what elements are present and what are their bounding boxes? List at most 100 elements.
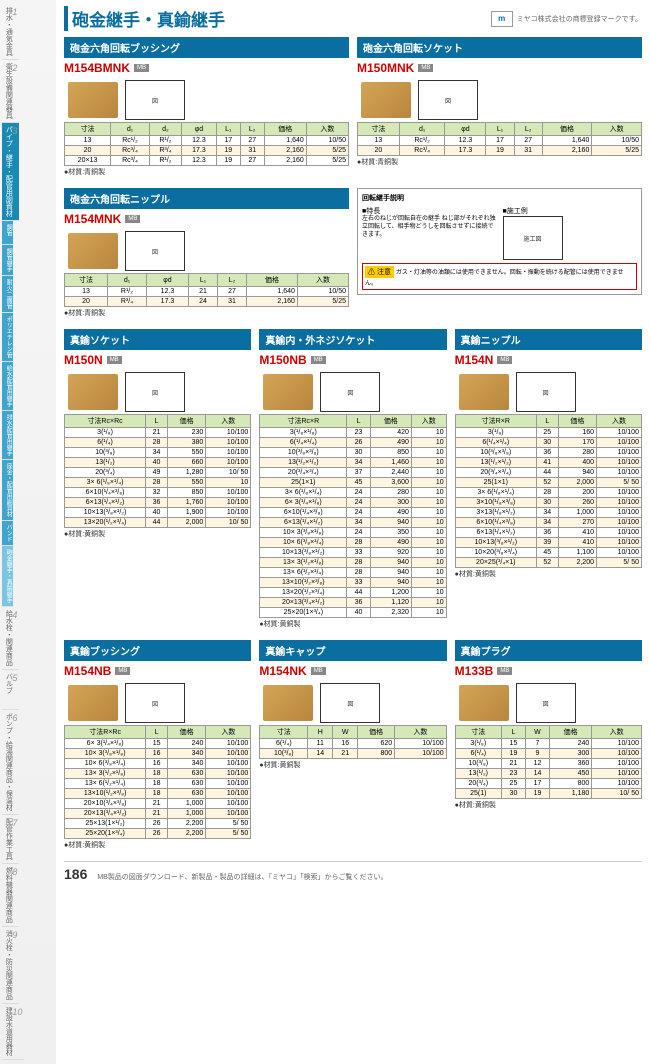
table-cell: 20	[358, 146, 400, 156]
model-number: M154MNK	[64, 212, 121, 226]
table-row: 6(¹/₄)19930010/100	[455, 749, 641, 759]
sidebar-item[interactable]: 5バルブ	[2, 670, 19, 710]
table-cell: 10/ 50	[206, 518, 251, 528]
table-header: L₁	[189, 274, 218, 287]
product-m154n: 真鍮ニップルM154NMB図寸法R×RL価格入数3(¹/₈)2516010/10…	[455, 329, 642, 630]
table-cell: 28	[146, 438, 168, 448]
table-cell: 10/100	[597, 488, 642, 498]
table-cell: 36	[536, 528, 558, 538]
logo-area: m ミヤコ株式会社の商標登録マークです。	[491, 11, 642, 27]
table-header: 価格	[264, 123, 306, 136]
table-cell: 21	[146, 809, 168, 819]
table-cell: 10/100	[597, 428, 642, 438]
table-cell: 1,640	[542, 136, 592, 146]
table-cell: 2,000	[558, 478, 596, 488]
table-cell: 20×13(³/₄×¹/₂)	[260, 598, 347, 608]
table-row: 13×10(¹/₂×³/₈)3394010	[260, 578, 446, 588]
sidebar-sub-item[interactable]: 排水配管用継手	[2, 411, 13, 460]
sidebar-sub-item[interactable]: 耐火二層管	[2, 276, 13, 313]
table-cell: 34	[347, 458, 370, 468]
table-row: 13×20(¹/₂×³/₄)441,20010	[260, 588, 446, 598]
table-cell: R³/₄	[108, 297, 147, 307]
sidebar-item[interactable]: 6ポンプ・給湯関連商品・保温材	[2, 710, 19, 815]
table-cell: 20(³/₄×³/₄)	[260, 468, 347, 478]
table-cell: 12	[525, 759, 549, 769]
table-cell: 16	[146, 759, 168, 769]
sidebar-item[interactable]: 3パイプ・継手・配管用副資材	[2, 123, 19, 221]
sidebar-item[interactable]: 9消火栓・防災関連商品	[2, 927, 19, 1004]
table-cell: 630	[168, 779, 206, 789]
spec-table: 寸法d₁φdL₁L₂価格入数13R¹/₂12.321271,64010/5020…	[64, 273, 349, 307]
table-header: 価格	[558, 415, 596, 428]
sidebar-sub-item[interactable]: 座金・配管用副資材	[2, 460, 13, 521]
table-row: 20(³/₄)491,28010/ 50	[65, 468, 251, 478]
table-row: 6×13(¹/₄×¹/₂)3641010/100	[455, 528, 641, 538]
table-header: W	[525, 726, 549, 739]
product-image	[68, 82, 118, 118]
sidebar-sub-item[interactable]: 鋼管継手	[2, 245, 13, 276]
table-cell: 10(³/₈×³/₈)	[260, 448, 347, 458]
table-cell: 24	[347, 488, 370, 498]
table-cell: 20(³/₄×³/₄)	[455, 468, 536, 478]
table-header: L₁	[216, 123, 240, 136]
info-box: 回転継手説明 ■特長 左右のねじが回転自在の継手 ねじ部がそれぞれ独立回転して、…	[357, 188, 642, 319]
table-cell: 5/25	[306, 146, 348, 156]
sidebar-sub-item[interactable]: 鋼管	[2, 221, 13, 245]
table-cell: 10	[411, 588, 446, 598]
model-number: M154N	[455, 353, 494, 367]
sidebar-sub-item[interactable]: ポリエチレン管	[2, 313, 13, 362]
table-row: 3×13(¹/₈×¹/₂)341,00010/100	[455, 508, 641, 518]
table-cell: 10(³/₈)	[455, 759, 501, 769]
table-cell: 10/100	[592, 739, 642, 749]
table-cell: 1,640	[264, 136, 306, 146]
table-cell: 25(1×1)	[260, 478, 347, 488]
sidebar-item[interactable]: 7配管作業工具	[2, 815, 19, 864]
table-cell: 24	[347, 498, 370, 508]
sidebar-item[interactable]: 4給水栓・関連商品	[2, 607, 19, 670]
product-m133b: 真鍮プラグM133BMB図寸法LW価格入数3(¹/₈)15724010/1006…	[455, 640, 642, 851]
section-title: 真鍮ソケット	[64, 329, 251, 350]
table-cell: 2,160	[542, 146, 592, 156]
material-note: ●材質:青銅製	[64, 307, 349, 319]
table-cell: 410	[558, 538, 596, 548]
sidebar-sub-item[interactable]: バンド	[2, 521, 13, 546]
table-cell: 33	[347, 548, 370, 558]
table-cell: 2,440	[370, 468, 411, 478]
table-row: 6×10(¹/₄×³/₈)3285010/100	[65, 488, 251, 498]
dimension-diagram: 図	[125, 80, 185, 120]
sidebar-item[interactable]: 8燃料機器関連商品	[2, 864, 19, 927]
table-cell: 10×13(³/₈×¹/₂)	[455, 538, 536, 548]
table-cell: R¹/₂	[149, 136, 181, 146]
section-title: 真鍮プラグ	[455, 640, 642, 661]
example-diagram: 施工図	[503, 216, 563, 260]
table-header: 寸法	[455, 726, 501, 739]
sidebar-sub-item[interactable]: 給水配管用継手	[2, 362, 13, 411]
table-header: 入数	[306, 123, 348, 136]
table-cell: 2,320	[370, 608, 411, 618]
table-cell: 18	[146, 769, 168, 779]
product-image	[68, 233, 118, 269]
table-cell: 450	[550, 769, 592, 779]
table-cell: 10	[411, 598, 446, 608]
table-cell: 230	[167, 428, 205, 438]
table-cell: 32	[146, 488, 168, 498]
sidebar-item[interactable]: 10建設水道用器材	[2, 1004, 24, 1060]
sidebar-current[interactable]: 砲金継手・真鍮継手	[2, 546, 13, 607]
table-cell: 45	[536, 548, 558, 558]
table-cell: R¹/₂	[108, 287, 147, 297]
table-cell: 10	[411, 488, 446, 498]
table-cell: 3(¹/₈×¹/₈)	[260, 428, 347, 438]
table-cell: 550	[167, 448, 205, 458]
table-header: 価格	[167, 415, 205, 428]
sidebar-item[interactable]: 2衛生設備関連器具	[2, 60, 19, 123]
table-cell: 21	[146, 428, 168, 438]
table-cell: 31	[218, 297, 247, 307]
table-cell: 10/100	[597, 528, 642, 538]
model-number: M133B	[455, 664, 494, 678]
table-row: 10× 6(³/₈×¹/₄)1634010/100	[65, 759, 251, 769]
table-row: 25(1×1)522,0005/ 50	[455, 478, 641, 488]
table-cell: 10	[411, 578, 446, 588]
table-cell: 28	[146, 478, 168, 488]
sidebar-item[interactable]: 1排水・通気金具	[2, 4, 19, 60]
table-cell: 34	[347, 518, 370, 528]
